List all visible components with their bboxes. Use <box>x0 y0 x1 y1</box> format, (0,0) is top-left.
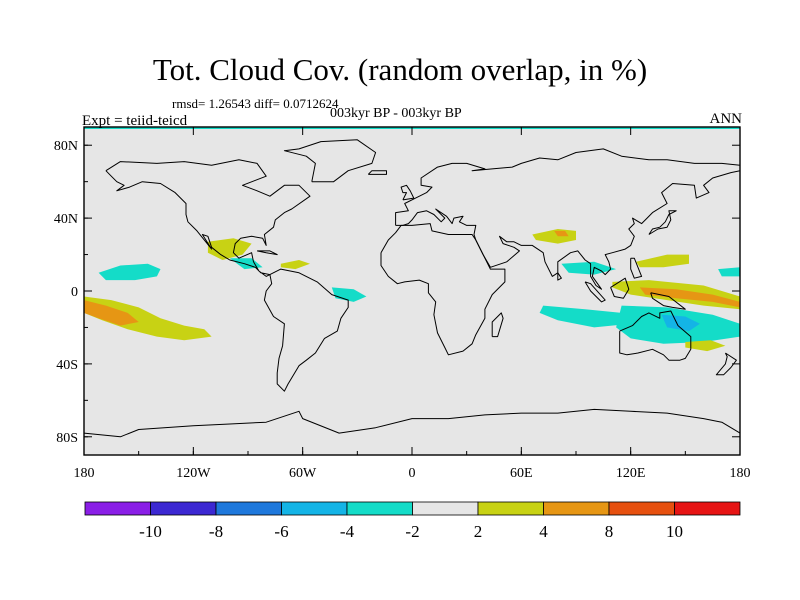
chart-title: Tot. Cloud Cov. (random overlap, in %) <box>152 52 648 87</box>
region-gulf-of-mexico-positive <box>207 238 252 260</box>
colorbar-bin <box>477 501 544 516</box>
coastline-cuba <box>257 250 278 256</box>
x-tick-label: 60E <box>510 466 533 481</box>
coastline-antarctica <box>83 408 741 438</box>
region-central-pacific-positive <box>84 296 212 341</box>
colorbar-bin <box>346 501 413 516</box>
colorbar-tick-label: -4 <box>340 522 355 541</box>
region-west-pacific-north-negative <box>718 267 740 277</box>
experiment-label: Expt = teiid-teicd <box>82 113 188 129</box>
coastline-japan <box>648 210 677 235</box>
colorbar-tick-label: 10 <box>666 522 683 541</box>
coastline-new-guinea <box>650 292 686 310</box>
colorbar-bin <box>608 501 675 516</box>
coastline-sumatra <box>584 281 606 303</box>
colorbar-tick-label: -8 <box>209 522 223 541</box>
colorbar-tick-label: 4 <box>539 522 548 541</box>
y-tick-label: 0 <box>71 285 78 300</box>
coastline-sri-lanka <box>557 272 562 281</box>
region-arabian-sea-core <box>554 230 569 237</box>
colorbar-bin <box>674 501 741 516</box>
region-maritime-continent-core <box>639 287 740 308</box>
region-australia-core <box>661 314 700 332</box>
coastline-british-isles <box>400 184 415 201</box>
x-tick-label: 0 <box>409 466 416 481</box>
coastline-philippines <box>630 257 643 279</box>
colorbar-bin <box>84 501 151 516</box>
x-tick-label: 120E <box>616 466 646 481</box>
coastline-new-zealand <box>715 352 737 376</box>
colorbar-tick-label: 2 <box>474 522 483 541</box>
x-tick-label: 180 <box>730 466 751 481</box>
colorbar-tick-label: -2 <box>405 522 419 541</box>
coastline-north-america <box>105 159 311 277</box>
colorbar: -10 -8 -6 -4 -2 2 4 8 10 <box>84 501 741 541</box>
period-label: 003kyr BP - 003kyr BP <box>330 106 462 121</box>
x-tick-label: 120W <box>176 466 211 481</box>
colorbar-tick-label: -10 <box>139 522 162 541</box>
y-tick-label: 40S <box>56 358 78 373</box>
rmsd-diff-stats: rmsd= 1.26543 diff= 0.0712624 <box>172 96 339 111</box>
coastline-borneo <box>610 277 630 299</box>
map-axes: 180 120W 60W 0 60E 120E 180 80N 40N 0 40S 80S <box>54 127 751 481</box>
region-western-pacific-positive-north <box>636 254 689 268</box>
colorbar-bin <box>215 501 282 516</box>
coastline-eurasia <box>395 148 741 290</box>
y-tick-label: 80S <box>56 431 78 446</box>
region-central-pacific-core <box>84 300 139 326</box>
colorbar-bin <box>281 501 348 516</box>
region-caribbean-negative <box>229 258 263 270</box>
coastline-south-america <box>263 268 349 392</box>
colorbar-bin <box>543 501 610 516</box>
x-tick-label: 60W <box>289 466 317 481</box>
region-tropical-atlantic-west-positive <box>280 260 310 270</box>
y-tick-label: 80N <box>54 139 78 154</box>
colorbar-tick-label: -6 <box>274 522 288 541</box>
coastline-africa <box>380 223 506 356</box>
region-east-pacific-negative <box>98 263 161 281</box>
colorbar-bin <box>412 501 479 516</box>
coastline-greenland <box>283 139 377 183</box>
coastline-iceland <box>367 170 387 175</box>
region-equatorial-atlantic-negative <box>331 287 367 302</box>
region-south-pacific-positive <box>685 340 726 352</box>
y-tick-label: 40N <box>54 212 78 227</box>
colorbar-tick-label: 8 <box>605 522 614 541</box>
x-tick-label: 180 <box>74 466 95 481</box>
region-east-indian-ocean-negative <box>539 305 631 328</box>
coastline-madagascar <box>491 312 504 338</box>
colorbar-bin <box>150 501 217 516</box>
season-label: ANN <box>709 111 743 127</box>
coastline-australia <box>619 310 692 361</box>
